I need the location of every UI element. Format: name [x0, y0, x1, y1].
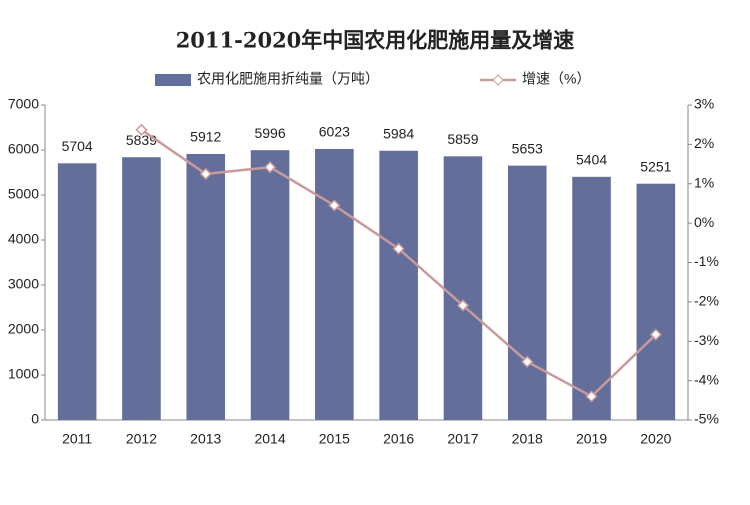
bar-value-label: 5859 — [447, 131, 478, 147]
growth-marker — [456, 299, 470, 312]
bar-value-label: 5984 — [383, 125, 414, 141]
y2-tick-label: 0% — [694, 214, 714, 230]
growth-marker — [135, 123, 148, 136]
bar-value-label: 6023 — [319, 124, 350, 140]
bar — [250, 150, 290, 420]
legend-label: 农用化肥施用折纯量（万吨） — [197, 71, 379, 87]
y-tick-label: 7000 — [8, 96, 39, 112]
y2-tick-label: -3% — [694, 332, 719, 348]
bar — [186, 153, 226, 420]
x-tick-label: 2015 — [319, 431, 350, 447]
legend-swatch — [155, 74, 191, 86]
bar-value-label: 5704 — [62, 138, 93, 154]
bar-value-label: 5404 — [576, 152, 607, 168]
growth-marker — [585, 390, 598, 403]
y2-tick-label: 1% — [694, 174, 714, 190]
x-tick-label: 2017 — [447, 431, 478, 447]
y-tick-label: 6000 — [8, 141, 39, 157]
bar-value-label: 5251 — [640, 158, 671, 174]
bar — [443, 156, 483, 420]
x-tick-label: 2020 — [640, 431, 671, 447]
growth-marker — [392, 242, 405, 255]
y-tick-label: 3000 — [8, 276, 39, 292]
bar — [572, 176, 611, 420]
bar-value-label: 5996 — [254, 125, 285, 141]
x-tick-label: 2016 — [383, 431, 414, 447]
y-tick-label: 0 — [31, 411, 39, 427]
bar — [57, 163, 97, 420]
x-tick-label: 2018 — [512, 431, 543, 447]
bar — [122, 157, 161, 420]
chart-title: 2011-2020年中国农用化肥施用量及增速 — [176, 28, 575, 53]
bar — [636, 183, 676, 420]
x-tick-label: 2011 — [62, 431, 92, 447]
y2-tick-label: -4% — [694, 371, 719, 387]
y2-tick-label: -2% — [694, 293, 719, 309]
bar-value-label: 5912 — [190, 129, 221, 145]
bar — [379, 150, 418, 420]
growth-marker — [649, 328, 662, 341]
y2-tick-label: -5% — [694, 411, 719, 427]
x-tick-label: 2014 — [254, 431, 285, 447]
y-tick-label: 4000 — [8, 231, 39, 247]
y2-tick-label: -1% — [694, 253, 719, 269]
y-tick-label: 1000 — [8, 366, 39, 382]
x-tick-label: 2012 — [126, 431, 157, 447]
legend-label: 增速（%） — [522, 71, 590, 87]
growth-marker — [199, 167, 212, 180]
legend-marker — [492, 74, 504, 86]
bar — [315, 148, 354, 420]
y2-tick-label: 2% — [694, 135, 714, 151]
growth-marker — [263, 161, 277, 174]
x-tick-label: 2013 — [190, 431, 221, 447]
x-tick-label: 2019 — [576, 431, 607, 447]
growth-marker — [328, 199, 341, 212]
growth-marker — [521, 355, 534, 368]
bar — [507, 165, 547, 420]
y-tick-label: 2000 — [8, 321, 39, 337]
bar-value-label: 5653 — [512, 140, 543, 156]
y-tick-label: 5000 — [8, 186, 39, 202]
y2-tick-label: 3% — [694, 96, 714, 112]
